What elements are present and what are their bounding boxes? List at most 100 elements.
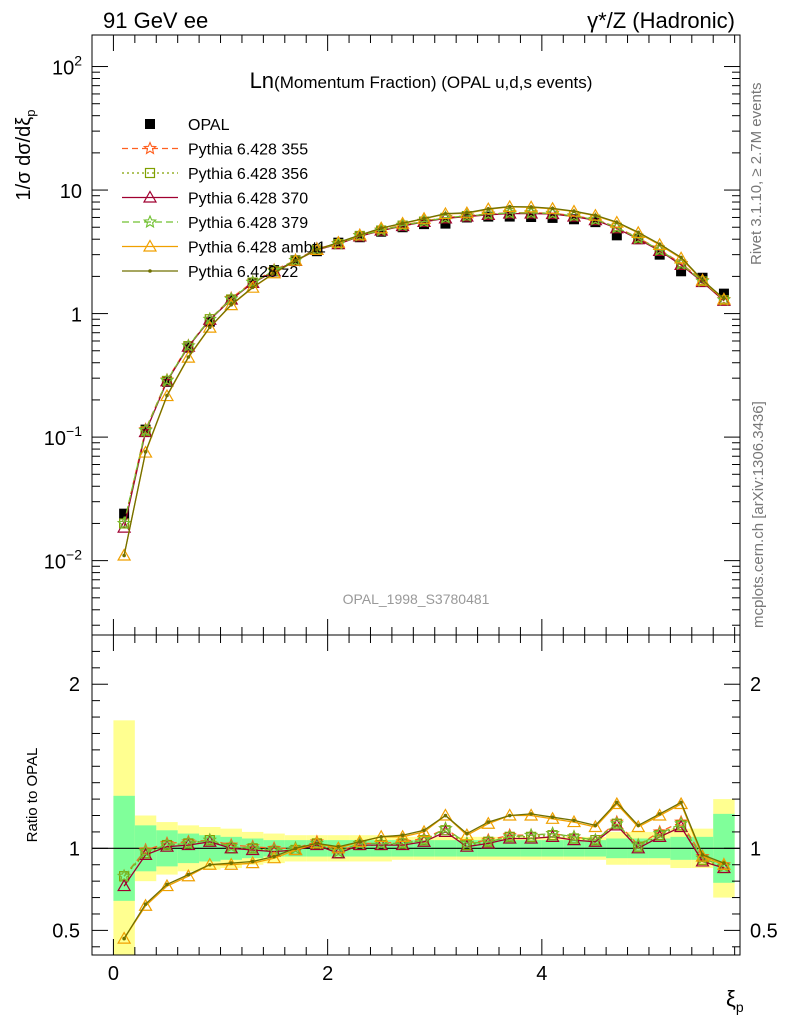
ratio-y-tick-label: 0.5 [52, 920, 80, 942]
ratio-data-point [615, 800, 619, 805]
ratio-data-point [272, 854, 276, 859]
data-point [636, 230, 641, 235]
data-point [657, 242, 662, 246]
ratio-data-point [208, 862, 212, 867]
data-point [245, 280, 260, 293]
series-line [123, 212, 725, 524]
ratio-data-point [181, 835, 196, 850]
ratio-data-point [224, 857, 239, 870]
ratio-series-z2 [122, 800, 726, 941]
y-tick-label: 10−1 [44, 423, 82, 450]
ratio-data-point [309, 835, 324, 850]
data-point [695, 273, 710, 288]
ratio-data-point [700, 853, 705, 857]
data-point [288, 253, 303, 266]
ratio-data-point [716, 857, 731, 870]
data-point [269, 265, 280, 276]
ratio-data-point [459, 827, 474, 841]
data-point [138, 445, 153, 458]
data-point [208, 325, 212, 330]
ratio-data-point [459, 835, 474, 850]
ratio-data-point [422, 828, 426, 833]
y-tick-base: 10 [52, 58, 74, 80]
legend-marker [142, 141, 158, 155]
y-tick-base: 10 [60, 181, 82, 203]
data-point [443, 211, 448, 216]
ratio-data-point [566, 829, 582, 843]
data-point [422, 216, 426, 221]
data-point [245, 274, 260, 289]
ratio-data-point [631, 819, 646, 833]
data-point [631, 225, 646, 238]
ratio-data-point [293, 846, 298, 851]
ratio-data-point [593, 823, 598, 828]
ratio-data-point [331, 841, 346, 854]
ratio-frame-border [91, 634, 741, 956]
legend-label: OPAL [188, 117, 230, 134]
legend-item-p379: Pythia 6.428 379 [122, 214, 308, 232]
ratio-y-tick-label-right: 1 [750, 838, 761, 860]
data-point [700, 278, 705, 282]
ratio-data-point [288, 840, 303, 855]
legend: OPAL Pythia 6.428 355 Pythia 6.428 356 Pyth… [122, 117, 326, 281]
ratio-data-point [165, 882, 169, 887]
ratio-panel: 0.5 0.5 1 1 2 2 0 2 4 [52, 634, 778, 985]
ratio-data-point [609, 796, 624, 810]
ratio-data-point [229, 861, 234, 865]
ratio-data-point [545, 826, 560, 840]
ratio-data-point [250, 859, 255, 864]
ratio-data-point [657, 812, 662, 816]
ratio-series-line [123, 822, 725, 877]
legend-label: Pythia 6.428 355 [188, 142, 308, 159]
ratio-data-point [117, 868, 132, 883]
main-ylabel-text: 1/σ dσ/dξ [13, 117, 35, 201]
legend-item-p370: Pythia 6.428 370 [122, 190, 308, 208]
data-point [143, 450, 148, 454]
ratio-data-point [315, 841, 319, 846]
data-point [593, 213, 598, 218]
ratio-data-point [674, 816, 689, 830]
ratio-data-point [722, 861, 726, 865]
ratio-data-point [609, 816, 624, 830]
x-axis-label: ξp [726, 986, 744, 1015]
main-title-rest: (Momentum Fraction) (OPAL u,d,s events) [274, 73, 592, 92]
data-point [165, 393, 169, 398]
main-title: Ln(Momentum Fraction) (OPAL u,d,s events… [250, 68, 593, 93]
legend-marker [144, 167, 156, 179]
data-point [272, 271, 276, 275]
y-tick-exp: −2 [66, 547, 82, 563]
legend-label: Pythia 6.428 356 [188, 166, 308, 183]
data-point [309, 241, 324, 256]
main-frame [91, 34, 741, 636]
ratio-data-point [336, 844, 341, 849]
y-tick-exp: −1 [66, 423, 82, 439]
legend-marker [142, 214, 158, 229]
data-point [224, 291, 239, 306]
ratio-data-point [159, 878, 175, 892]
data-point [119, 518, 130, 529]
series-z2 [122, 204, 726, 558]
data-point [572, 209, 576, 213]
ratio-data-point [674, 814, 689, 829]
y-tick-exp: 2 [74, 53, 82, 69]
data-point [526, 212, 537, 223]
legend-item-opal: OPAL [145, 117, 230, 134]
y-tick-label: 10−2 [44, 547, 82, 574]
data-point [117, 515, 132, 530]
main-title-ln: Ln [250, 68, 274, 93]
ratio-y-tick-label-right: 2 [750, 674, 761, 696]
ratio-data-point [438, 821, 453, 835]
ratio-data-point [138, 844, 153, 858]
ratio-data-point [202, 832, 217, 847]
header-left: 91 GeV ee [103, 8, 208, 33]
y-tick-label: 102 [52, 53, 82, 80]
data-point [122, 553, 126, 558]
ratio-y-tick-label-right: 0.5 [750, 920, 778, 942]
data-point [138, 423, 153, 437]
ratio-series-line [123, 824, 725, 887]
legend-item-z2: Pythia 6.428 z2 [122, 264, 298, 281]
ratio-data-point [438, 808, 453, 821]
legend-item-p356: Pythia 6.428 356 [122, 166, 308, 183]
ratio-data-point [652, 826, 667, 840]
